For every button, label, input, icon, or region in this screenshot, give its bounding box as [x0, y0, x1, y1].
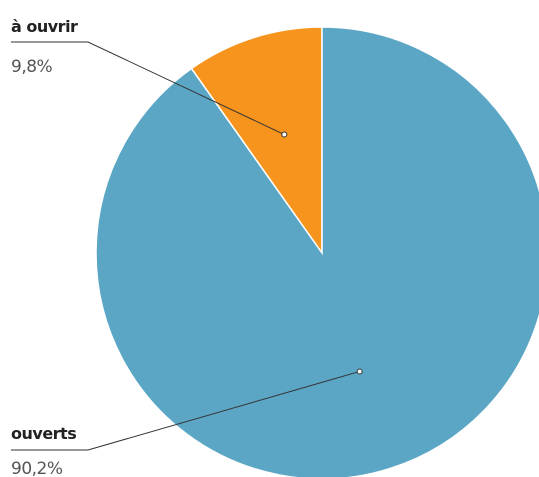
leader-line-a-ouvrir — [11, 41, 285, 135]
slice-labels: à ouvrir 9,8% ouverts 90,2% — [11, 17, 79, 477]
pie-slice-ouverts — [95, 26, 539, 477]
slice-label-ouverts: ouverts — [11, 424, 76, 443]
pie-slices — [95, 26, 539, 477]
leader-lines — [11, 41, 363, 451]
slice-value-a-ouvrir: 9,8% — [11, 57, 53, 77]
slice-value-ouverts: 90,2% — [11, 459, 63, 477]
slice-label-a-ouvrir: à ouvrir — [11, 17, 78, 36]
leader-dot-a-ouvrir — [281, 131, 288, 138]
leader-dot-ouverts — [356, 368, 363, 375]
pie-slice-a-ouvrir — [190, 26, 323, 256]
leader-line-ouverts — [11, 370, 360, 451]
